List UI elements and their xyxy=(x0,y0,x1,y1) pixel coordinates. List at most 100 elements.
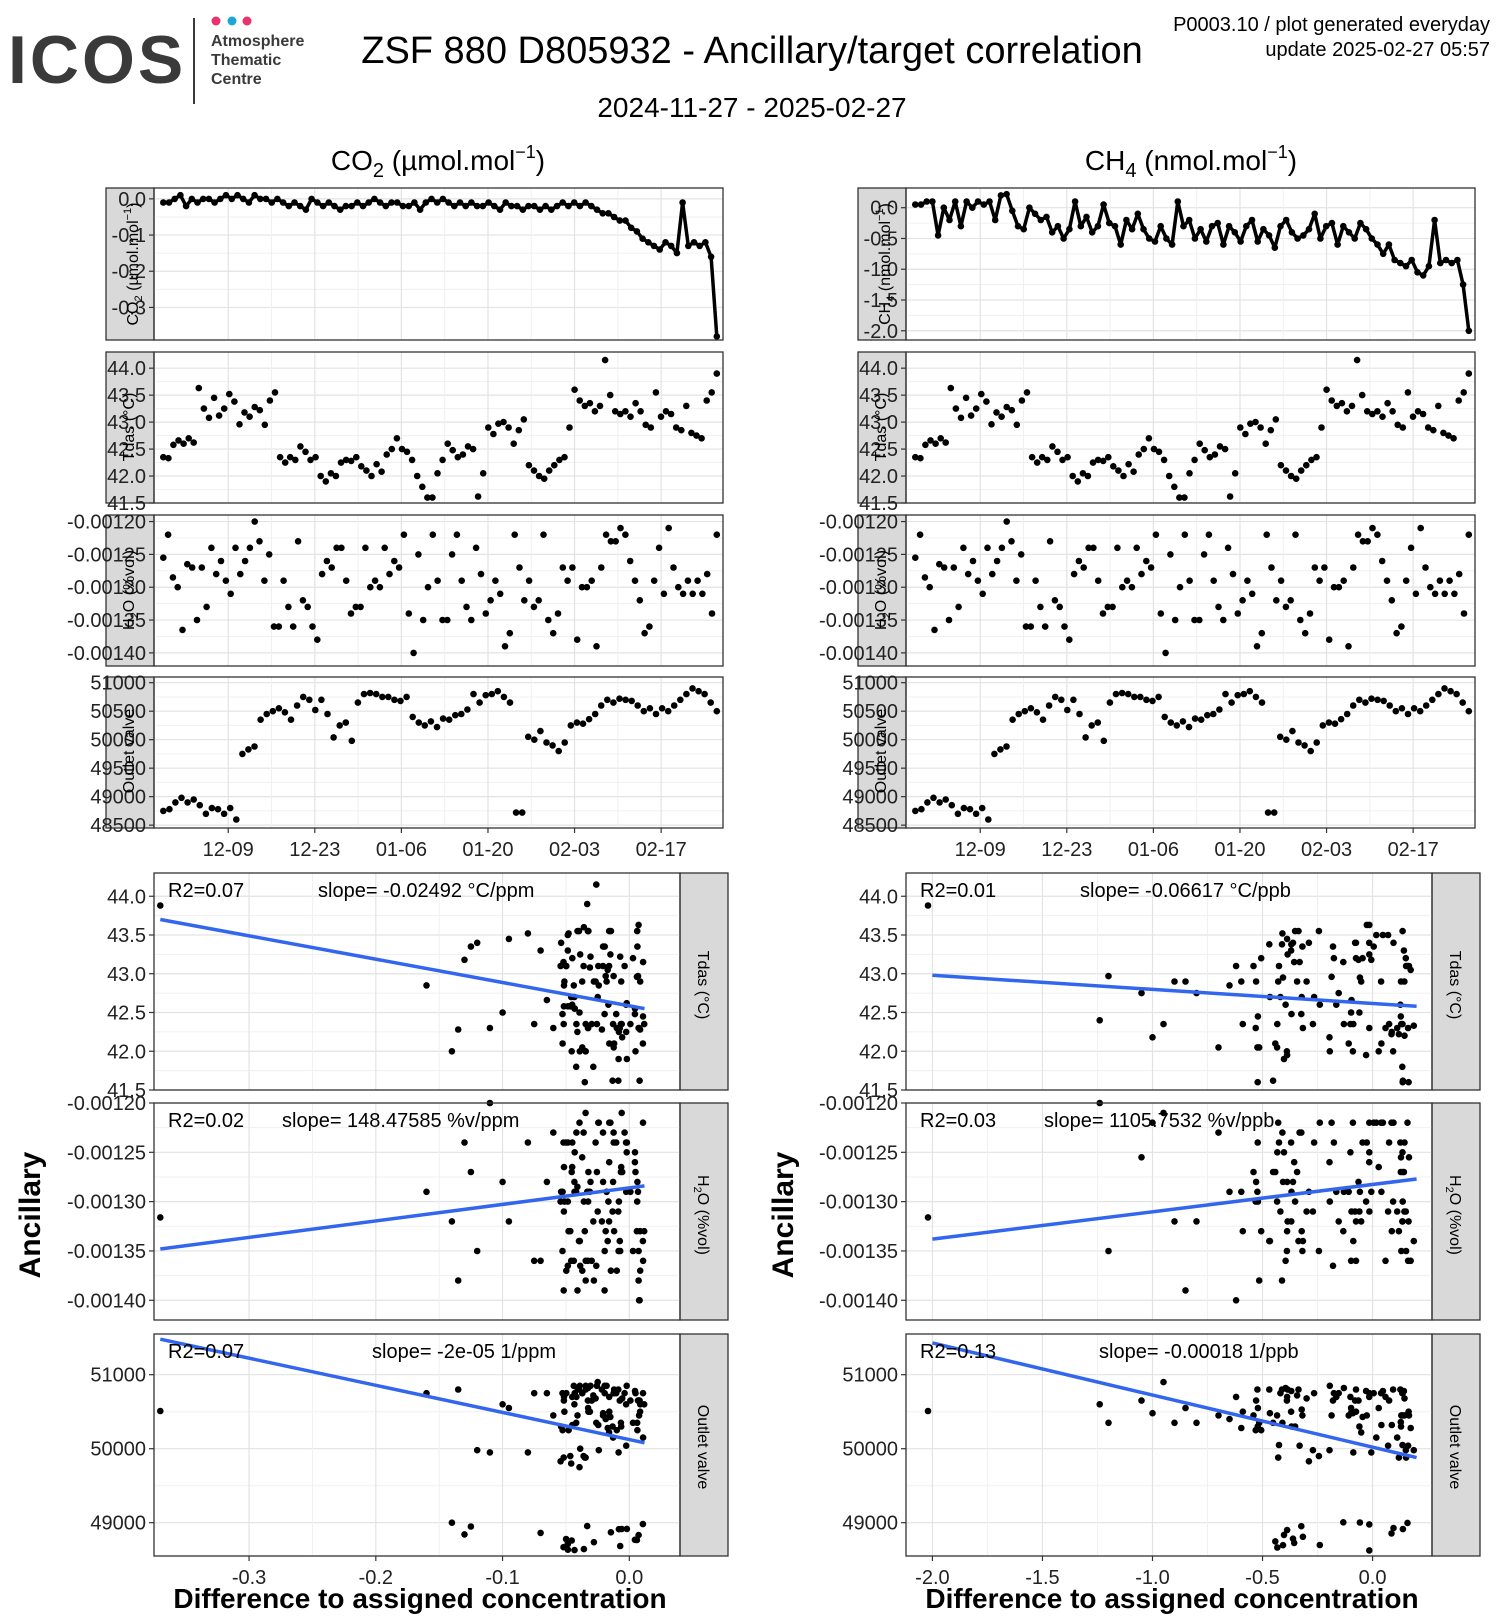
ch4-scatter-tdas-point xyxy=(1252,978,1260,985)
co2-scatter-h2o-point xyxy=(618,1109,625,1117)
ch4-scatter-h2o-ytick-label: -0.00140 xyxy=(819,1290,898,1312)
ch4-scatter-h2o-point xyxy=(1405,1218,1412,1225)
ch4-scatter-tdas-slope-label: slope= -0.06617 °C/ppb xyxy=(1080,880,1291,902)
ch4-scatter-outlet-point xyxy=(1340,1519,1347,1526)
co2-time-tdas-ytick-label: 43.5 xyxy=(107,385,146,407)
co2-time-tdas-point xyxy=(388,445,396,453)
co2-time-tdas-point xyxy=(449,446,457,454)
co2-scatter-h2o-point xyxy=(599,1129,607,1136)
co2-time-main-point xyxy=(690,239,698,246)
ch4-time-tdas-point xyxy=(1216,443,1224,450)
ch4-time-outlet-point xyxy=(1240,690,1248,698)
ch4-scatter-tdas-point xyxy=(1266,941,1273,948)
ch4-scatter-outlet-point xyxy=(1160,1378,1167,1386)
co2-time-outlet-point xyxy=(348,737,356,745)
co2-scatter-outlet-point xyxy=(610,1389,617,1397)
co2-scatter-h2o-point xyxy=(634,1188,642,1196)
co2-time-tdas-point xyxy=(703,397,710,404)
ch4-time-h2o-point xyxy=(1345,643,1352,650)
co2-time-tdas-point xyxy=(535,472,543,480)
co2-time-outlet-point xyxy=(214,805,222,813)
ch4-scatter-tdas-point xyxy=(1399,1077,1407,1084)
co2-time-main-point xyxy=(405,202,413,210)
ch4-time-tdas-point xyxy=(1404,389,1412,396)
co2-time-tdas-point xyxy=(317,472,325,480)
ch4-time-h2o-point xyxy=(1051,597,1059,604)
co2-scatter-outlet-point xyxy=(606,1408,613,1415)
ch4-time-main-point xyxy=(1031,210,1039,218)
co2-time-main-point xyxy=(622,217,629,224)
co2-scatter-tdas-point xyxy=(557,939,565,947)
ch4-time-h2o-point xyxy=(1181,531,1189,538)
co2-time-tdas-point xyxy=(251,403,258,411)
ancillary-ylabel-right: Ancillary xyxy=(767,1151,800,1278)
ch4-scatter-h2o-point xyxy=(1348,1208,1355,1215)
co2-scatter-h2o-point xyxy=(454,1277,462,1284)
co2-scatter-tdas-point xyxy=(640,1020,648,1028)
co2-time-main-point xyxy=(610,213,618,221)
ch4-scatter-tdas-point xyxy=(1274,978,1282,985)
ch4-time-tdas-bg xyxy=(906,352,1475,503)
ch4-time-h2o-point xyxy=(912,554,919,561)
ch4-scatter-outlet-point xyxy=(1287,1408,1295,1415)
co2-scatter-h2o-point xyxy=(640,1227,648,1235)
co2-scatter-tdas-point xyxy=(560,1020,567,1028)
co2-time-outlet-point xyxy=(330,734,337,741)
ch4-scatter-outlet-point xyxy=(1399,1441,1406,1449)
ch4-scatter-tdas-point xyxy=(1160,1020,1167,1028)
co2-time-tdas-point xyxy=(551,461,558,469)
co2-time-h2o-point xyxy=(660,590,668,598)
ch4-scatter-tdas-point xyxy=(1399,927,1406,935)
co2-time-main-point xyxy=(696,242,703,250)
logo-sub-2: Thematic xyxy=(211,52,281,69)
co2-scatter-h2o-point xyxy=(587,1178,594,1186)
co2-time-tdas-point xyxy=(413,472,421,480)
co2-scatter-tdas-point xyxy=(636,978,644,985)
co2-time-tdas-point xyxy=(286,453,294,461)
ch4-time-outlet-point xyxy=(1258,699,1266,706)
co2-scatter-tdas-point xyxy=(582,1048,589,1055)
co2-scatter-outlet-point xyxy=(575,1386,583,1393)
co2-scatter-h2o-point xyxy=(580,1129,587,1136)
co2-time-outlet-point xyxy=(379,693,386,701)
co2-scatter-h2o-point xyxy=(560,1208,568,1215)
co2-time-outlet-point xyxy=(500,693,508,701)
strip-tdas-scatter-left: Tdas (°C) xyxy=(694,951,711,1020)
ch4-time-h2o-point xyxy=(979,590,986,598)
co2-time-main-ytick-label: -0.1 xyxy=(112,225,146,247)
co2-scatter-outlet-point xyxy=(634,1426,641,1434)
co2-time-h2o-point xyxy=(622,531,629,538)
ch4-time-tdas-point xyxy=(1084,472,1092,480)
co2-scatter-outlet-point xyxy=(595,1446,603,1454)
co2-time-main-point xyxy=(525,202,532,210)
co2-time-h2o-point xyxy=(573,636,581,643)
ch4-time-tdas-point xyxy=(1409,413,1417,421)
ch4-time-tdas-point xyxy=(1028,453,1036,461)
ch4-scatter-outlet-point xyxy=(1340,1384,1348,1392)
co2-time-h2o-point xyxy=(289,623,297,630)
co2-scatter-tdas-point xyxy=(573,1020,580,1028)
co2-scatter-h2o-point xyxy=(530,1257,538,1265)
co2-time-main-point xyxy=(639,235,646,242)
co2-scatter-tdas-point xyxy=(610,972,617,980)
co2-time-tdas-point xyxy=(292,456,299,464)
ch4-time-outlet-point xyxy=(1204,711,1211,719)
ch4-scatter-h2o-point xyxy=(1293,1168,1301,1176)
ch4-scatter-tdas-point xyxy=(1283,935,1291,943)
co2-scatter-h2o-point xyxy=(602,1227,609,1235)
ch4-scatter-h2o-point xyxy=(1352,1218,1360,1225)
co2-scatter-outlet-xtick-label: 0.0 xyxy=(615,1567,643,1589)
ch4-scatter-h2o-point xyxy=(1283,1227,1291,1235)
ch4-time-tdas-point xyxy=(988,421,995,428)
ch4-time-outlet-xtick-label: 12-09 xyxy=(955,839,1006,861)
ch4-scatter-outlet-point xyxy=(1298,1522,1305,1530)
ch4-time-main-point xyxy=(1197,225,1204,233)
ch4-time-tdas-point xyxy=(1394,421,1401,429)
co2-time-tdas-point xyxy=(302,448,309,456)
co2-time-h2o-point xyxy=(545,616,552,624)
ch4-time-main-point xyxy=(1123,216,1130,224)
ch4-time-tdas-point xyxy=(942,439,949,446)
ch4-time-tdas-point xyxy=(1308,456,1315,464)
ch4-scatter-h2o-point xyxy=(1385,1139,1393,1146)
